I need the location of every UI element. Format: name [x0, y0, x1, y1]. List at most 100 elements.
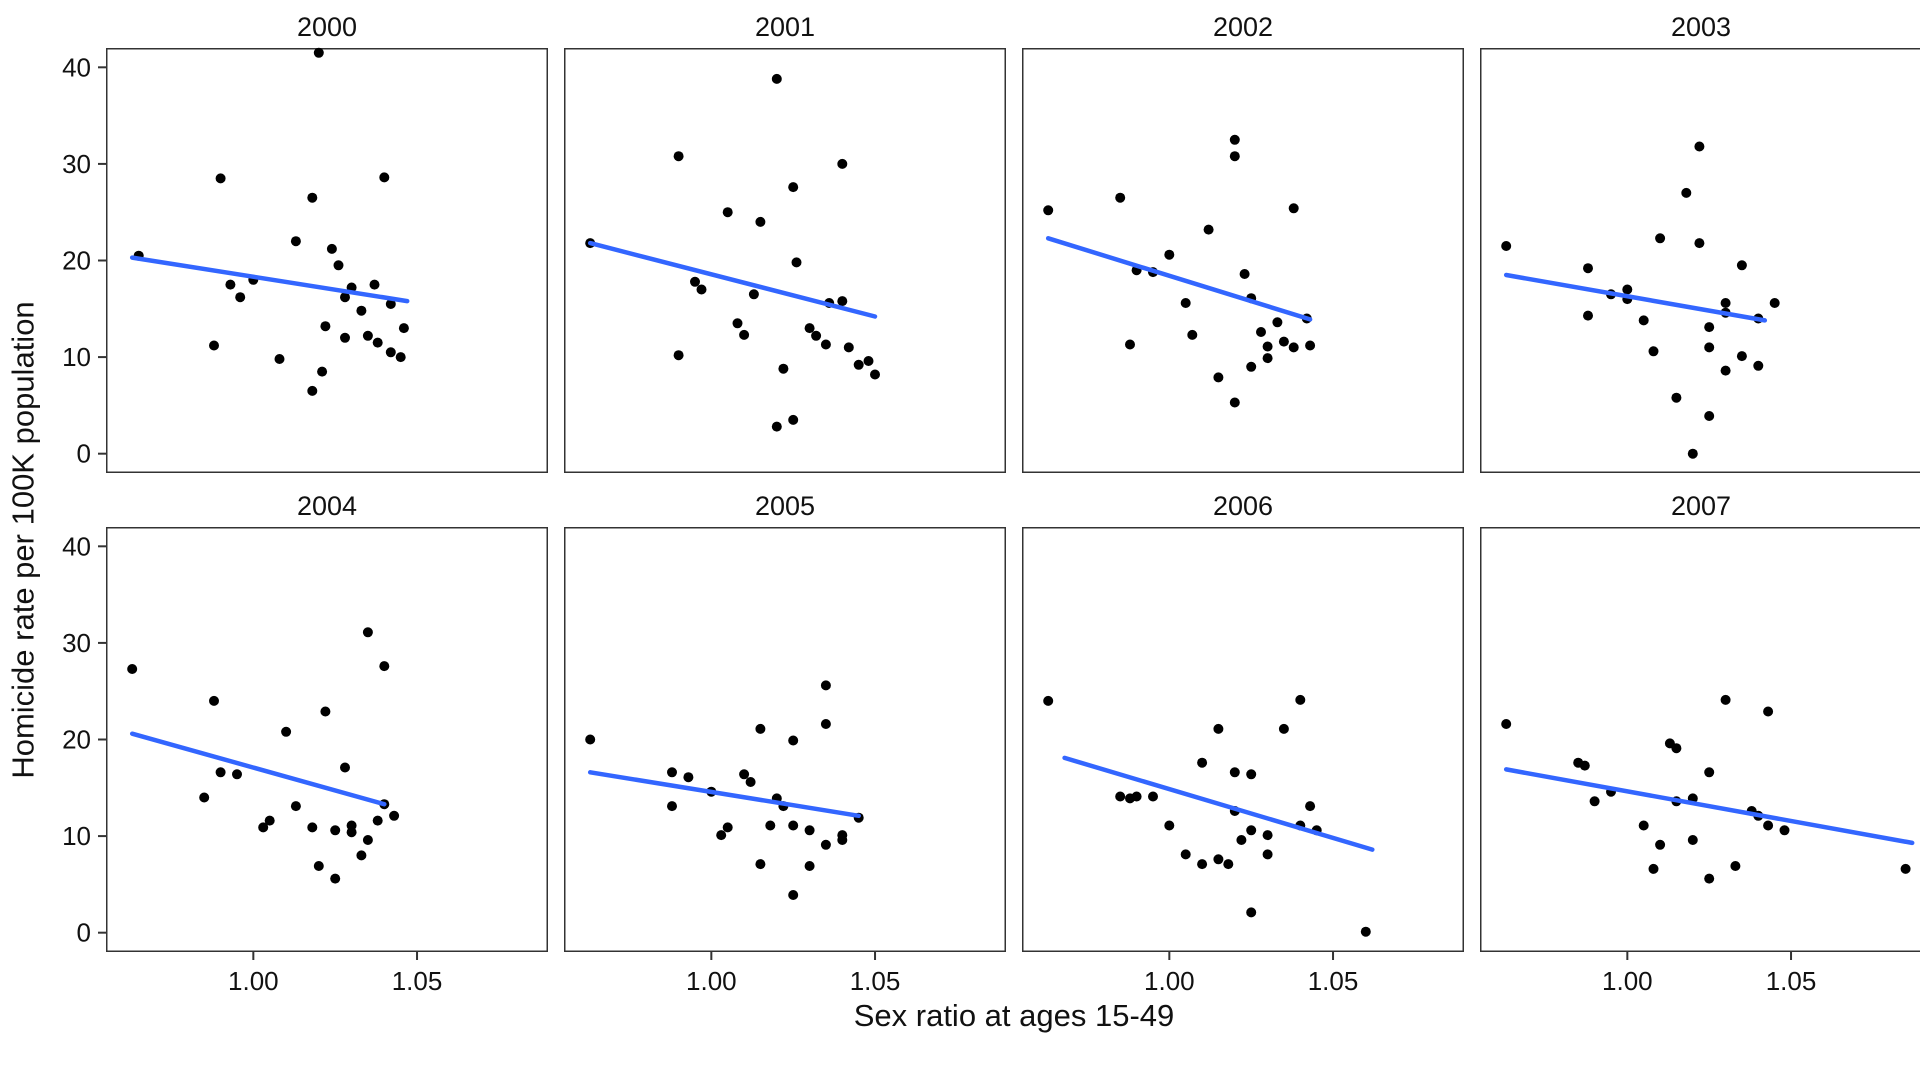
data-point	[1305, 340, 1316, 351]
facet-plot	[1480, 48, 1920, 473]
trend-line	[1062, 755, 1375, 852]
y-tick-label: 10	[62, 342, 91, 372]
panel-border	[1480, 48, 1920, 473]
data-point	[379, 172, 390, 183]
data-point	[667, 767, 677, 778]
data-point	[1125, 339, 1135, 350]
data-point	[398, 323, 409, 334]
data-point	[771, 73, 782, 84]
facet-panel-2002: 2002	[1022, 8, 1464, 473]
facet-plot: 1.00 1.05	[564, 527, 1006, 996]
data-point	[1239, 269, 1250, 279]
data-point	[1736, 260, 1747, 271]
y-tick-label: 0	[77, 918, 91, 948]
facet-panel-2006: 2006 1.00 1.05	[1022, 487, 1464, 996]
data-point	[1655, 839, 1666, 850]
data-point	[1638, 315, 1649, 326]
x-tick-label: 1.00	[228, 966, 279, 996]
data-point	[791, 257, 802, 268]
data-point	[333, 260, 344, 271]
data-point	[820, 680, 831, 691]
y-axis-label-wrap: Homicide rate per 100K population	[0, 0, 48, 1080]
data-point	[1671, 743, 1682, 754]
data-point	[1622, 284, 1633, 295]
data-point	[1180, 298, 1191, 308]
data-point	[1262, 353, 1273, 364]
facet-plot: 0 10 20 30 40 1.00 1.05	[62, 527, 548, 996]
trend-line	[129, 731, 387, 807]
data-point	[788, 735, 799, 746]
facet-title: 2005	[754, 491, 816, 521]
data-point	[1197, 859, 1208, 870]
data-point	[1501, 719, 1512, 729]
facet-panel-2001: 2001	[564, 8, 1006, 473]
data-point	[281, 726, 292, 737]
data-point	[696, 284, 707, 295]
facet-plot	[1022, 48, 1464, 473]
panel-border	[564, 527, 1006, 952]
y-tick-label: 40	[62, 531, 91, 561]
facet-title: 2003	[1670, 12, 1732, 42]
facet-panel-2004: 2004 0 10 20 30 40 1.00 1.05	[62, 487, 548, 996]
panel-border	[1022, 527, 1464, 952]
y-tick-label: 10	[62, 821, 91, 851]
data-point	[362, 835, 373, 845]
data-point	[330, 873, 341, 884]
data-point	[330, 825, 341, 836]
data-point	[722, 822, 733, 833]
data-point	[340, 332, 350, 343]
data-point	[1229, 134, 1240, 145]
data-point	[290, 801, 301, 812]
y-tick-label: 40	[62, 52, 91, 82]
data-point	[340, 762, 350, 773]
data-point	[739, 329, 750, 340]
data-point	[1115, 192, 1126, 203]
data-point	[1180, 849, 1191, 860]
data-point	[837, 296, 848, 307]
data-point	[1164, 820, 1175, 831]
data-point	[1246, 769, 1257, 780]
y-tick-label: 30	[62, 628, 91, 658]
facet-title: 2006	[1212, 491, 1274, 521]
data-point	[1131, 791, 1142, 802]
data-point	[307, 192, 318, 203]
panel-border	[1480, 527, 1920, 952]
data-point	[313, 861, 324, 871]
facet-panel-2003: 2003	[1480, 8, 1920, 473]
data-point	[1288, 203, 1299, 214]
data-point	[320, 321, 331, 332]
x-tick-label: 1.05	[1766, 966, 1817, 996]
data-point	[1687, 448, 1698, 459]
data-point	[1501, 241, 1512, 251]
y-tick-label: 20	[62, 725, 91, 755]
data-point	[683, 772, 694, 783]
data-point	[690, 276, 700, 287]
data-point	[1278, 336, 1289, 347]
data-point	[804, 825, 815, 836]
data-point	[1730, 861, 1741, 871]
data-point	[1704, 322, 1715, 333]
data-point	[379, 661, 390, 672]
data-point	[1043, 695, 1054, 706]
data-point	[585, 734, 596, 745]
data-point	[320, 706, 331, 717]
data-point	[356, 305, 367, 316]
data-point	[215, 767, 226, 778]
data-point	[1295, 694, 1306, 705]
data-point	[1720, 298, 1731, 308]
data-point	[1256, 327, 1266, 337]
data-point	[843, 342, 854, 353]
data-point	[1148, 791, 1158, 802]
data-point	[1187, 329, 1198, 340]
data-point	[1360, 926, 1371, 937]
data-point	[1694, 141, 1705, 152]
data-point	[1229, 767, 1240, 778]
x-tick-label: 1.05	[392, 966, 443, 996]
data-point	[771, 421, 782, 432]
data-point	[1720, 694, 1731, 705]
data-point	[1704, 767, 1715, 778]
x-tick-label: 1.00	[686, 966, 737, 996]
trend-line	[129, 255, 410, 304]
data-point	[290, 236, 301, 247]
data-point	[837, 835, 848, 845]
